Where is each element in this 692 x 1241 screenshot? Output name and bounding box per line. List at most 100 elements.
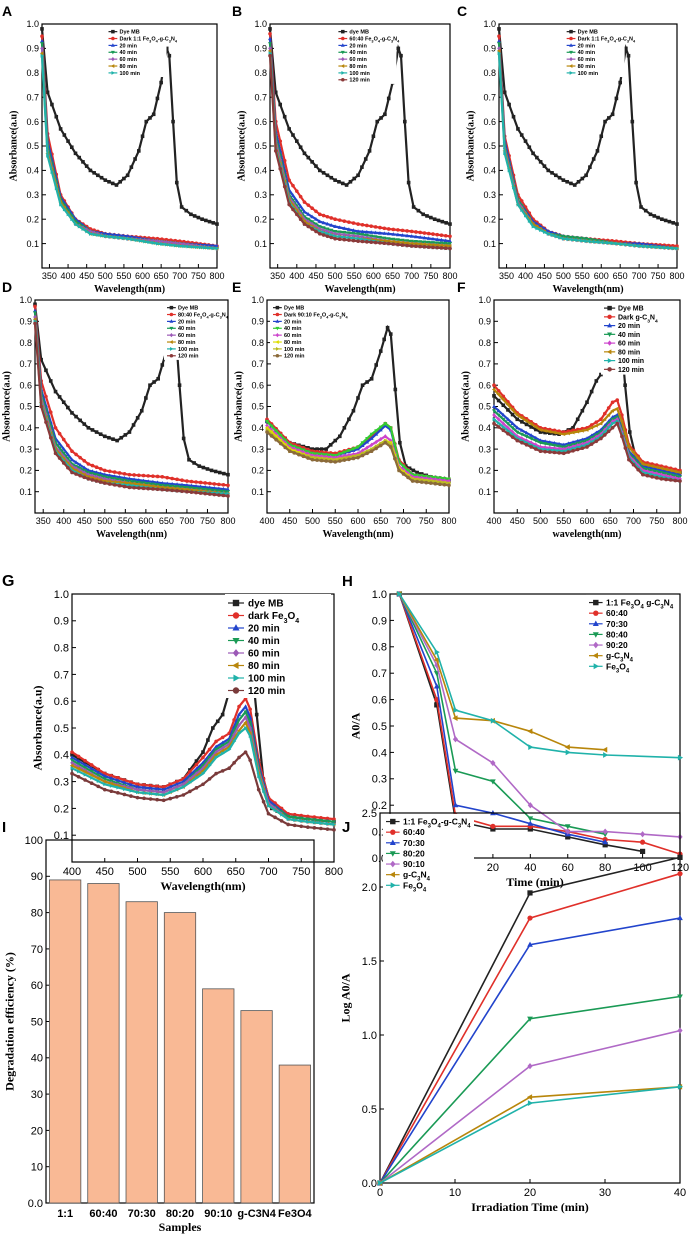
legend-box	[601, 301, 677, 375]
x-tick-label: 500	[128, 866, 146, 878]
data-point	[214, 755, 219, 760]
data-point	[497, 27, 501, 31]
x-tick-label: 550	[347, 271, 362, 281]
data-point	[543, 449, 547, 454]
data-point	[659, 466, 663, 471]
legend-label-80-min: 80 min	[284, 340, 302, 346]
data-point	[312, 820, 317, 825]
data-point	[602, 832, 609, 838]
data-point	[164, 46, 169, 51]
data-point	[317, 219, 322, 224]
series-line	[379, 1086, 681, 1184]
data-point	[561, 442, 566, 447]
data-point	[589, 423, 594, 427]
data-point	[117, 235, 121, 240]
data-point	[142, 796, 146, 801]
y-tick-label: 0.7	[372, 668, 387, 680]
data-point	[325, 234, 330, 239]
legend-marker	[607, 322, 613, 328]
panel-label-e: E	[232, 279, 241, 295]
legend-label-60-40: 60:40	[606, 608, 628, 618]
data-point	[203, 245, 207, 250]
y-tick-label: 0.8	[483, 68, 496, 78]
data-point	[383, 434, 388, 439]
data-point	[519, 133, 524, 137]
data-point	[310, 214, 315, 219]
data-point	[213, 752, 218, 757]
data-point	[391, 232, 396, 236]
legend-label-120-min: 120 min	[178, 354, 199, 360]
data-point	[369, 377, 374, 381]
data-point	[207, 481, 212, 486]
data-point	[57, 446, 62, 451]
data-point	[386, 231, 391, 236]
data-point	[39, 357, 43, 362]
data-point	[273, 815, 277, 820]
legend-marker	[275, 333, 280, 338]
x-tick-label: 40	[524, 862, 536, 874]
data-point	[356, 229, 361, 233]
data-point	[274, 432, 278, 437]
data-point	[213, 469, 218, 474]
legend-marker	[569, 70, 574, 75]
legend-box	[586, 594, 677, 673]
data-point	[220, 769, 225, 773]
data-point	[273, 149, 278, 153]
data-point	[635, 456, 640, 461]
y-tick-label: 0.7	[254, 92, 267, 102]
data-point	[594, 423, 598, 428]
data-point	[505, 402, 510, 407]
legend-label-100-min: 100 min	[120, 71, 141, 77]
y-tick-label: 30	[31, 1089, 43, 1101]
legend-label-120-min: 120 min	[618, 367, 644, 374]
data-point	[501, 428, 506, 433]
series-dark-g-c3n4	[492, 383, 682, 473]
data-point	[109, 781, 113, 786]
data-point	[435, 232, 440, 237]
data-point	[70, 755, 74, 759]
data-point	[107, 469, 112, 474]
series-80-min	[39, 51, 219, 251]
y-tick-label: 90	[31, 871, 43, 883]
data-point	[310, 206, 314, 211]
data-point	[527, 890, 533, 896]
y-tick-label: 0.6	[19, 380, 32, 390]
data-point	[76, 766, 80, 771]
data-point	[214, 739, 218, 744]
data-point	[148, 786, 153, 790]
legend-label-100-min: 100 min	[178, 347, 199, 353]
data-point	[633, 243, 637, 248]
data-point	[409, 229, 414, 234]
data-point	[136, 482, 141, 487]
data-point	[215, 222, 219, 226]
data-point	[386, 96, 391, 101]
data-point	[279, 819, 284, 823]
x-tick-label: 700	[396, 516, 411, 526]
legend-label-20-min: 20 min	[618, 323, 640, 330]
data-point	[146, 474, 151, 478]
data-point	[492, 383, 496, 388]
y-tick-label: 0.6	[26, 117, 39, 127]
y-tick-label: 0.8	[372, 642, 387, 654]
data-point	[527, 1100, 534, 1106]
series-80-min	[491, 387, 682, 475]
data-point	[584, 173, 588, 178]
data-point	[519, 205, 524, 210]
data-point	[527, 915, 533, 921]
data-point	[227, 747, 232, 752]
data-point	[371, 134, 376, 139]
data-point	[90, 478, 95, 482]
data-point	[424, 480, 429, 485]
data-point	[543, 439, 548, 443]
data-point	[57, 451, 62, 456]
data-point	[155, 792, 160, 797]
data-point	[552, 440, 557, 445]
data-point	[329, 223, 334, 227]
data-point	[529, 433, 534, 437]
legend-marker	[169, 319, 174, 323]
data-point	[122, 475, 127, 480]
x-tick-label: 800	[672, 516, 687, 526]
series-g-c3n4	[396, 591, 608, 753]
